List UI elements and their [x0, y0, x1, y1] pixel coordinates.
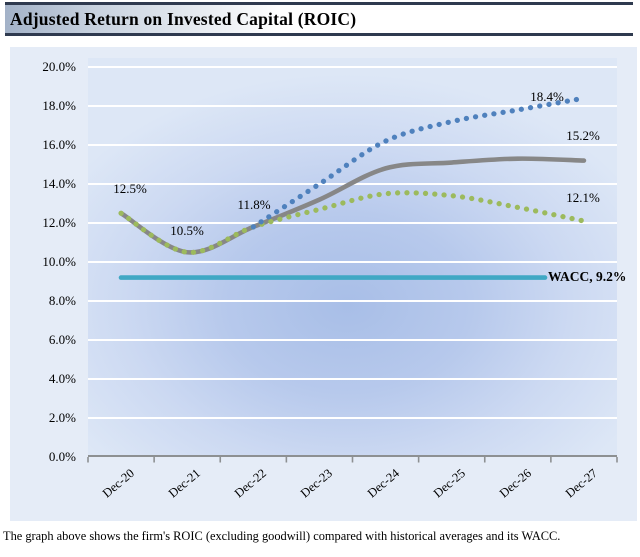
data-label: 12.1% [566, 190, 600, 205]
chart-title-bar: Adjusted Return on Invested Capital (ROI… [5, 2, 633, 36]
data-label: 18.4% [530, 89, 564, 104]
chart-title: Adjusted Return on Invested Capital (ROI… [10, 8, 357, 29]
series-historical-average-green-dotted [118, 190, 587, 255]
y-tick-label: 14.0% [42, 176, 76, 191]
plot-area: 12.5% 10.5% 11.8% 18.4% 15.2% 12.1% WACC, 9.2% [87, 58, 626, 463]
data-label: 15.2% [566, 128, 600, 143]
y-tick-label: 18.0% [42, 98, 76, 113]
wacc-data-label: WACC, 9.2% [548, 269, 627, 284]
series-roic-projected-blue-dotted [250, 95, 587, 230]
y-tick-label: 8.0% [48, 293, 76, 308]
chart-canvas [87, 66, 618, 463]
data-label: 12.5% [113, 181, 147, 196]
data-label: 10.5% [170, 223, 204, 238]
y-tick-label: 2.0% [48, 410, 76, 425]
y-tick-label: 16.0% [42, 137, 76, 152]
y-tick-label: 10.0% [42, 254, 76, 269]
chart-caption: The graph above shows the firm's ROIC (e… [3, 529, 561, 543]
y-tick-label: 12.0% [42, 215, 76, 230]
data-label: 11.8% [237, 197, 271, 212]
y-tick-label: 0.0% [48, 449, 76, 464]
chart-container: 12.5% 10.5% 11.8% 18.4% 15.2% 12.1% WACC, 9.2%… [10, 47, 637, 521]
y-tick-label: 20.0% [42, 59, 76, 74]
y-tick-label: 6.0% [48, 332, 76, 347]
y-tick-label: 4.0% [48, 371, 76, 386]
